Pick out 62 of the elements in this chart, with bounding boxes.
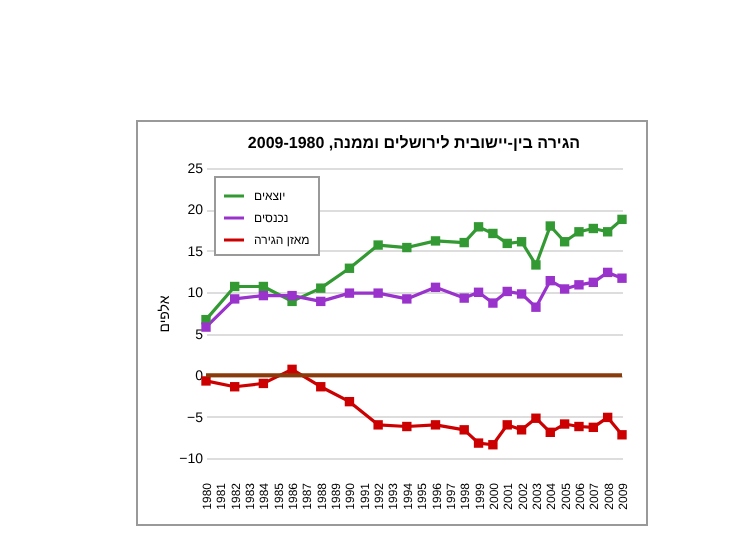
chart-title: הגירה בין-יישובית לירושלים וממנה, 2009-1980 bbox=[247, 134, 581, 152]
point bbox=[559, 237, 570, 247]
point bbox=[316, 283, 326, 293]
point bbox=[588, 277, 598, 288]
point bbox=[545, 221, 555, 231]
point bbox=[516, 425, 527, 435]
point bbox=[430, 236, 441, 246]
point bbox=[201, 322, 211, 332]
point bbox=[230, 281, 240, 292]
point bbox=[430, 420, 441, 430]
point bbox=[516, 237, 527, 247]
point bbox=[574, 280, 584, 290]
point bbox=[559, 419, 570, 429]
point bbox=[430, 282, 441, 292]
point bbox=[201, 376, 211, 386]
point bbox=[459, 293, 469, 303]
point bbox=[488, 440, 498, 450]
point bbox=[602, 227, 613, 237]
point bbox=[588, 422, 598, 433]
point bbox=[344, 288, 355, 298]
point bbox=[402, 294, 412, 304]
point bbox=[473, 438, 484, 448]
point bbox=[316, 296, 326, 307]
point bbox=[502, 286, 512, 297]
point bbox=[473, 222, 484, 232]
point bbox=[402, 242, 412, 253]
point bbox=[502, 238, 512, 249]
point bbox=[617, 430, 627, 440]
point bbox=[545, 427, 555, 437]
point bbox=[344, 396, 355, 407]
point bbox=[459, 237, 469, 248]
point bbox=[588, 223, 598, 234]
point bbox=[258, 378, 269, 389]
point bbox=[617, 214, 627, 225]
point bbox=[287, 290, 297, 301]
point bbox=[373, 420, 383, 430]
point bbox=[316, 382, 326, 392]
point bbox=[258, 281, 269, 292]
point bbox=[230, 382, 240, 392]
point bbox=[574, 421, 584, 432]
point bbox=[531, 260, 541, 270]
point bbox=[574, 227, 584, 237]
point bbox=[459, 425, 469, 435]
point bbox=[602, 412, 613, 423]
point bbox=[258, 290, 269, 301]
point bbox=[602, 267, 613, 278]
point bbox=[344, 263, 355, 273]
point bbox=[402, 421, 412, 432]
point bbox=[230, 294, 240, 304]
point bbox=[488, 228, 498, 239]
point bbox=[531, 302, 541, 312]
point bbox=[373, 240, 383, 250]
point bbox=[488, 298, 498, 308]
point bbox=[373, 288, 383, 298]
point bbox=[559, 284, 570, 294]
point bbox=[545, 276, 555, 286]
point bbox=[502, 420, 512, 430]
point bbox=[516, 289, 527, 299]
point bbox=[287, 364, 297, 375]
point bbox=[617, 273, 627, 283]
point bbox=[473, 287, 484, 297]
point bbox=[531, 413, 541, 423]
